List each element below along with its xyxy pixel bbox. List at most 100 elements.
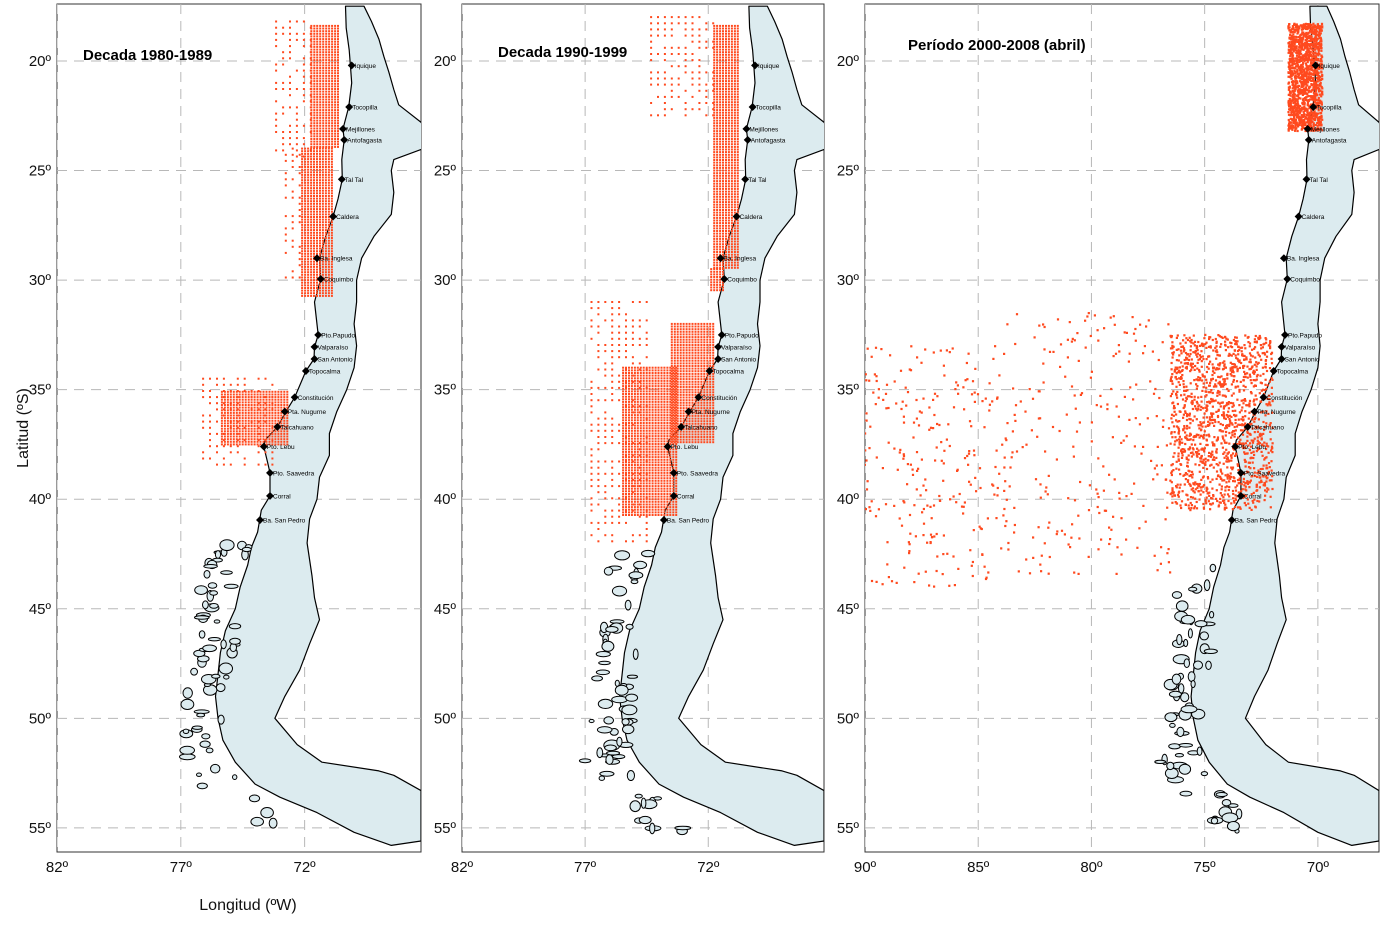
catch-point (242, 433, 244, 435)
catch-point (671, 328, 673, 330)
catch-point (643, 477, 645, 479)
catch-point (649, 461, 651, 463)
catch-point (625, 411, 627, 413)
catch-point (666, 480, 668, 482)
catch-point (697, 376, 699, 378)
catch-point (661, 488, 663, 490)
catch-point (643, 419, 645, 421)
catch-point (652, 488, 654, 490)
catch-point (703, 326, 705, 328)
catch-point (663, 501, 665, 503)
catch-point (316, 64, 318, 66)
catch-point (713, 284, 715, 286)
catch-point (716, 230, 718, 232)
catch-point (683, 381, 685, 383)
catch-point (655, 372, 657, 374)
catch-point (646, 473, 648, 475)
catch-point (322, 88, 324, 90)
catch-point (680, 373, 682, 375)
catch-point (637, 459, 639, 461)
catch-point (725, 51, 727, 53)
catch-point (728, 41, 730, 43)
catch-point (282, 149, 284, 151)
catch-point (634, 425, 636, 427)
catch-point (661, 490, 663, 492)
island (597, 727, 612, 733)
catch-point (734, 104, 736, 106)
catch-point (669, 493, 671, 495)
catch-point (671, 47, 673, 49)
catch-point (328, 158, 330, 160)
catch-point (716, 109, 718, 111)
catch-point (216, 451, 218, 453)
catch-point (709, 365, 711, 367)
catch-point (649, 406, 651, 408)
catch-point (275, 113, 277, 115)
catch-point (313, 219, 315, 221)
catch-point (719, 287, 721, 289)
catch-point (230, 427, 232, 429)
catch-point (337, 35, 339, 37)
catch-point (319, 28, 321, 30)
catch-point (622, 514, 624, 516)
catch-point (260, 443, 262, 445)
catch-point (242, 409, 244, 411)
catch-point (637, 404, 639, 406)
catch-point (622, 383, 624, 385)
catch-point (731, 85, 733, 87)
catch-point (731, 75, 733, 77)
catch-point (230, 425, 232, 427)
catch-point (712, 383, 714, 385)
catch-point (322, 112, 324, 114)
catch-point (731, 112, 733, 114)
catch-point (328, 211, 330, 213)
catch-point (697, 441, 699, 443)
catch-point (334, 35, 336, 37)
catch-point (658, 388, 660, 390)
catch-point (713, 151, 715, 153)
catch-point (263, 425, 265, 427)
catch-point (265, 396, 267, 398)
catch-point (719, 120, 721, 122)
catch-point (625, 467, 627, 469)
catch-point (661, 390, 663, 392)
catch-point (625, 319, 627, 321)
catch-point (731, 59, 733, 61)
catch-point (661, 496, 663, 498)
catch-point (697, 391, 699, 393)
catch-point (725, 96, 727, 98)
catch-point (233, 407, 235, 409)
catch-point (725, 225, 727, 227)
catch-point (271, 430, 273, 432)
catch-point (313, 80, 315, 82)
catch-point (643, 393, 645, 395)
catch-point (728, 141, 730, 143)
catch-point (671, 65, 673, 67)
catch-point (683, 326, 685, 328)
catch-point (703, 333, 705, 335)
catch-point (307, 232, 309, 234)
catch-point (646, 319, 648, 321)
catch-point (713, 172, 715, 174)
catch-point (242, 401, 244, 403)
catch-point (307, 150, 309, 152)
catch-point (697, 355, 699, 357)
catch-point (737, 225, 739, 227)
catch-point (634, 454, 636, 456)
catch-point (722, 177, 724, 179)
island (615, 551, 630, 560)
catch-point (683, 439, 685, 441)
catch-point (692, 349, 694, 351)
catch-point (713, 57, 715, 59)
catch-point (260, 404, 262, 406)
catch-point (313, 190, 315, 192)
catch-point (304, 156, 306, 158)
island (203, 645, 217, 652)
catch-point (734, 251, 736, 253)
catch-point (686, 339, 688, 341)
catch-point (322, 33, 324, 35)
catch-point (671, 344, 673, 346)
catch-point (331, 163, 333, 165)
catch-point (328, 106, 330, 108)
catch-point (316, 266, 318, 268)
